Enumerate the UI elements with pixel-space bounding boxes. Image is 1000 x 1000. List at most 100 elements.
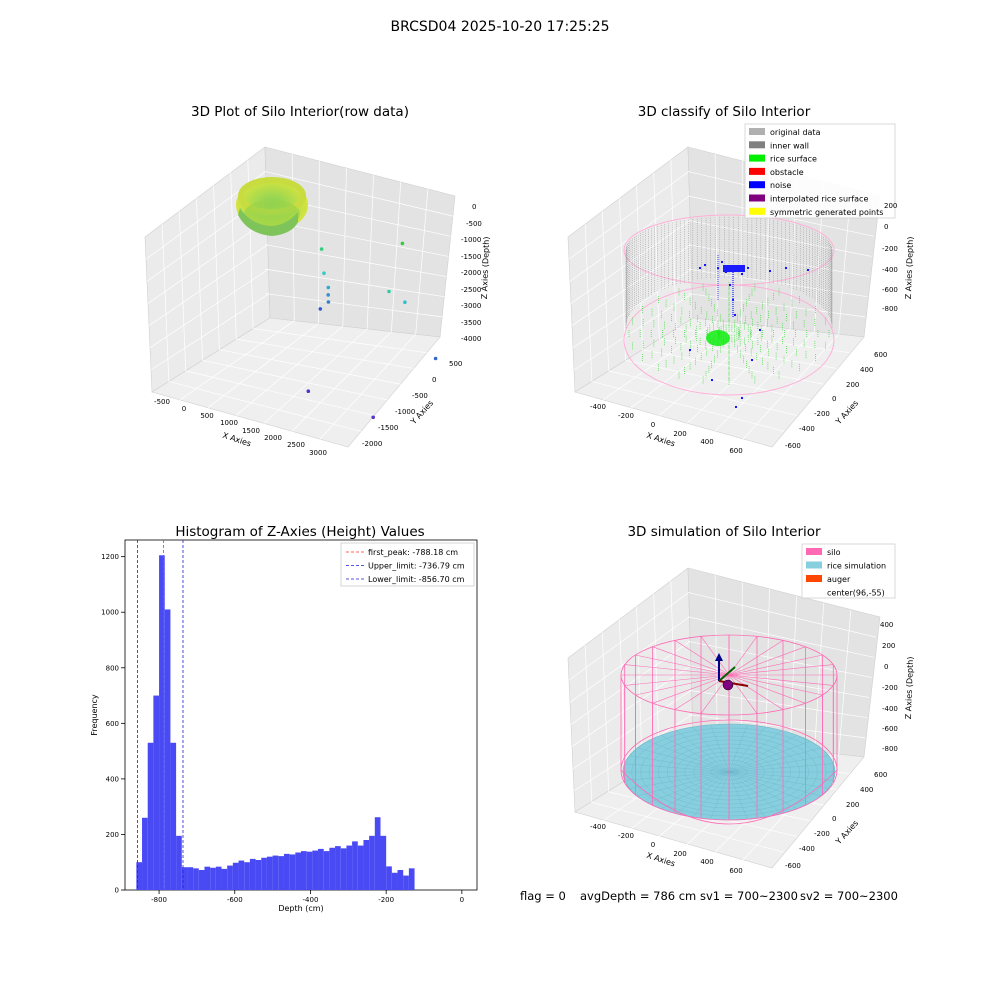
gridline (572, 689, 692, 770)
histogram-legend-label: Lower_limit: -856.70 cm (368, 575, 465, 584)
legend-swatch (749, 167, 765, 175)
classify-inner-wall (625, 217, 833, 328)
legend-swatch (749, 181, 765, 189)
raw-xtick: 1500 (242, 427, 260, 435)
gridline (568, 171, 689, 260)
histogram-bar (335, 846, 341, 890)
classify-xlabel: X Axies (645, 431, 676, 449)
gridline (571, 665, 692, 747)
histogram-bar (391, 872, 398, 890)
gridline (591, 802, 785, 853)
noise-point (750, 358, 754, 362)
gridline (687, 293, 866, 318)
histogram-bar (244, 862, 250, 890)
noise-point (703, 263, 707, 267)
noise-point (758, 328, 762, 332)
raw-ytick: 500 (449, 360, 462, 368)
histogram-bar (329, 847, 336, 890)
legend-swatch (806, 561, 822, 569)
gridline (196, 198, 203, 361)
rice-mesh-spoke (660, 771, 730, 809)
simulation-ytick: 600 (874, 771, 887, 779)
classify-ytick: 0 (832, 395, 836, 403)
gridline (253, 328, 427, 354)
center-marker (722, 679, 734, 691)
simulation-ylabel: Y Axies (833, 819, 860, 847)
gridline (150, 293, 270, 371)
histogram-bar (278, 856, 284, 890)
gridline (591, 381, 785, 432)
silo-hopper-curve (620, 769, 838, 825)
histogram-ytick: 800 (106, 664, 119, 672)
rice-mesh-spoke (728, 771, 829, 789)
raw-ztick: -2000 (461, 269, 481, 277)
legend-swatch (749, 207, 765, 215)
footer-flag: flag = 0 (520, 889, 566, 903)
raw-outlier-point (319, 247, 324, 251)
histogram-bar (187, 867, 194, 890)
histogram-ytick: 0 (115, 887, 119, 895)
gridline (179, 320, 295, 401)
histogram-xtick: 0 (460, 896, 464, 904)
histogram-bar (255, 860, 262, 890)
classify-xtick: 200 (673, 430, 686, 438)
histogram-bar (164, 609, 171, 890)
histogram-bar (272, 855, 279, 890)
simulation-title: 3D simulation of Silo Interior (627, 524, 821, 540)
panel-histogram: Histogram of Z-Axies (Height) Values -80… (90, 524, 478, 913)
noise-point (740, 272, 744, 276)
raw-xtick: 2500 (287, 441, 305, 449)
simulation-xtick: 0 (651, 841, 655, 849)
gridline (601, 632, 610, 792)
classify-ztick: 0 (884, 223, 888, 231)
legend-label: inner wall (770, 141, 809, 150)
gridline (601, 211, 610, 371)
rice-mesh-spoke (660, 735, 730, 773)
simulation-ytick: 200 (846, 801, 859, 809)
rice-mesh-spoke (629, 755, 730, 773)
raw-ztick: -500 (466, 220, 482, 228)
histogram-bar (408, 868, 415, 890)
rice-mesh-spoke (728, 730, 783, 773)
gridline (168, 381, 362, 432)
histogram-xlabel: Depth (cm) (278, 904, 323, 913)
rice-mesh-spoke (647, 771, 730, 804)
histogram-legend-label: first_peak: -788.18 cm (368, 548, 458, 557)
histogram-bar (249, 858, 256, 890)
noise-point (740, 396, 744, 400)
footer-sv1: sv1 = 700~2300 (700, 889, 798, 903)
rice-mesh-spoke (728, 740, 811, 773)
silo-roof-line (728, 664, 834, 676)
raw-outlier-point (371, 415, 376, 420)
histogram-bar (210, 867, 216, 890)
silo-roof-line (652, 646, 730, 676)
legend-swatch (806, 575, 822, 582)
silo-roof-line (728, 674, 823, 696)
histogram-xtick: -600 (227, 896, 243, 904)
legend-label: rice surface (770, 155, 817, 164)
auger-y-arrow (718, 666, 736, 682)
classify-ztick: -400 (882, 266, 898, 274)
gridline (789, 595, 797, 750)
rice-mesh-spoke (728, 771, 798, 809)
raw-ytick: 0 (432, 376, 436, 384)
histogram-bar (170, 742, 177, 890)
gridline (714, 153, 718, 321)
classify-xtick: 0 (651, 421, 655, 429)
histogram-bar (295, 852, 301, 890)
histogram-bar (142, 817, 148, 890)
silo-roof-line (728, 674, 806, 704)
noise-point (746, 266, 750, 270)
raw-outlier-point (387, 289, 391, 294)
gridline (658, 325, 767, 416)
rice-mesh-spoke (728, 771, 748, 820)
histogram-ytick: 1200 (101, 553, 119, 561)
classify-xtick: -400 (590, 403, 606, 411)
silo-roof-line (728, 646, 806, 676)
histogram-bar (176, 835, 182, 890)
raw-outlier-point (326, 293, 331, 297)
raw-outlier-point (433, 356, 438, 361)
histogram-bar (357, 845, 364, 890)
histogram-bar (346, 845, 353, 890)
gridline (659, 338, 837, 369)
